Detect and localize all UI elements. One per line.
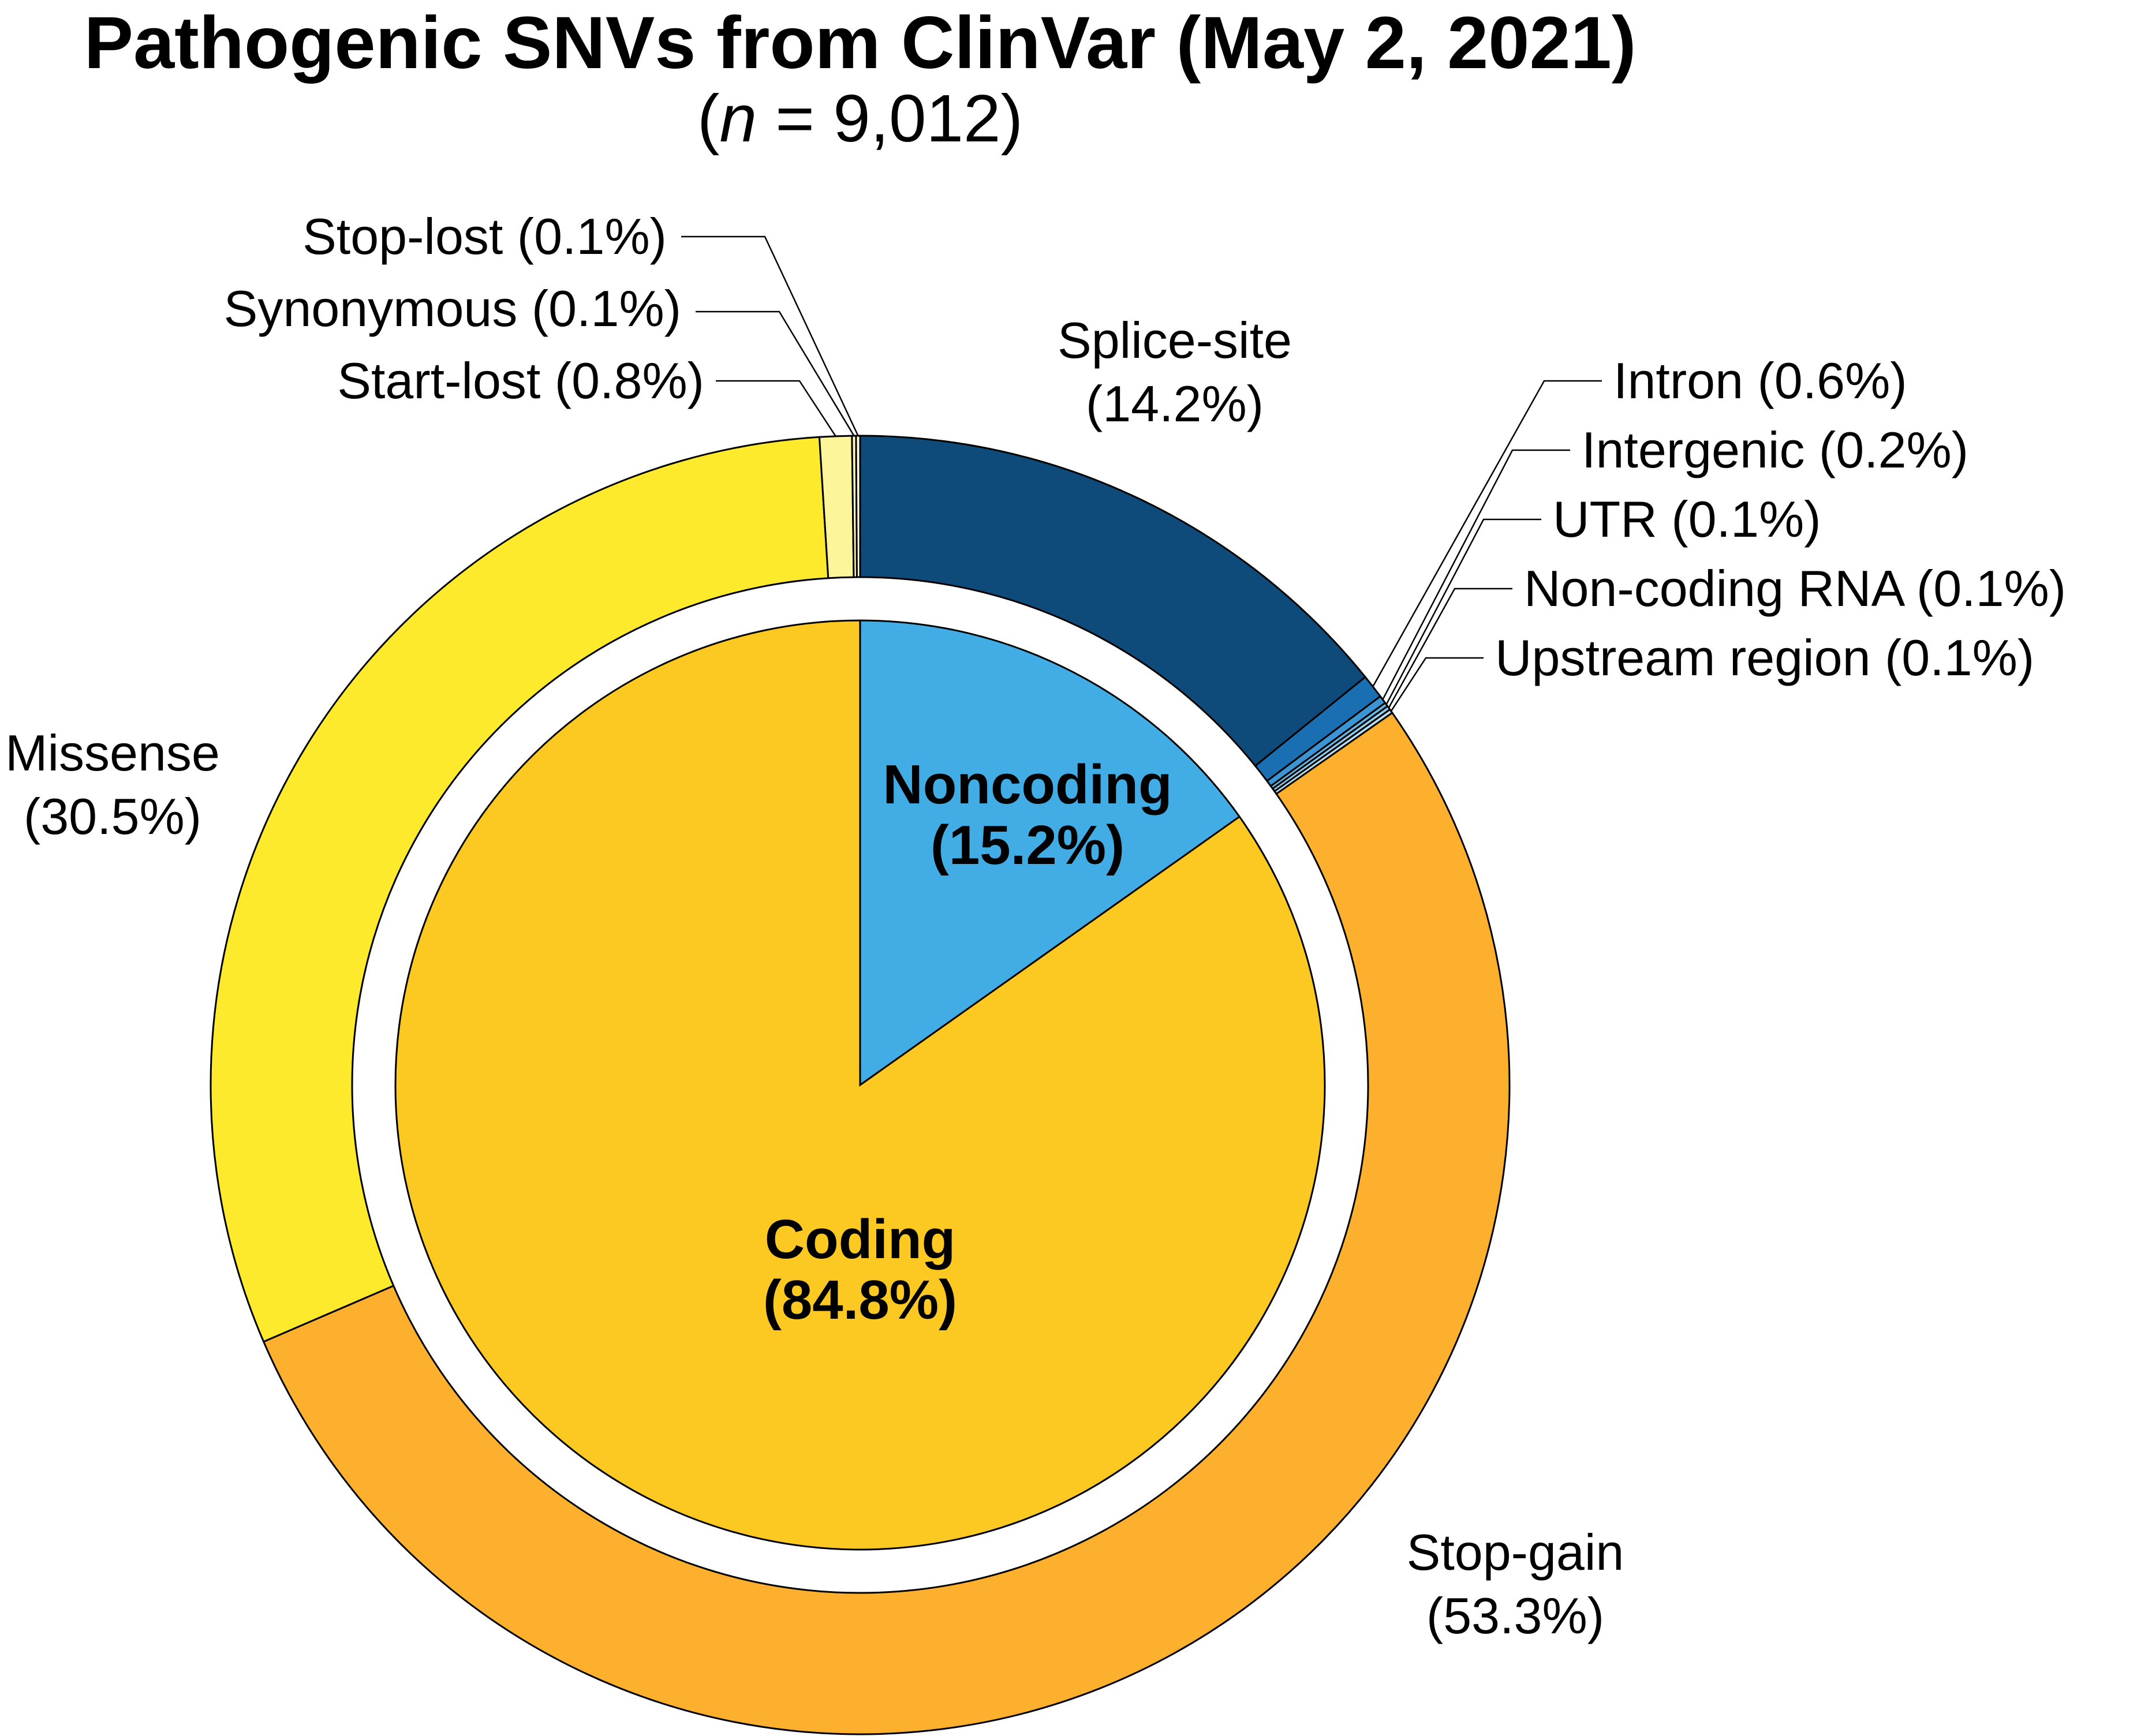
- leader-synonymous: [696, 310, 855, 436]
- label-stop-gain-percent: (53.3%): [1426, 1587, 1604, 1644]
- label-splice-site-percent: (14.2%): [1086, 375, 1264, 432]
- label-missense-name: Missense: [5, 724, 220, 781]
- slice-labels: Noncoding(15.2%) Coding(84.8%) Splice-site…: [5, 208, 2066, 1644]
- label-start-lost: Start-lost (0.8%): [337, 352, 704, 409]
- inner-slice-noncoding: [859, 619, 1241, 1087]
- leader-utr: [1385, 518, 1541, 705]
- inner-slice-coding: [394, 619, 1326, 1551]
- outer-slice-stop-lost: [855, 435, 861, 578]
- leader-intergenic: [1382, 449, 1570, 700]
- subtitle-open: (: [697, 81, 720, 156]
- label-utr: UTR (0.1%): [1553, 491, 1821, 548]
- leader-start-lost: [716, 380, 836, 437]
- leader-lines: [681, 235, 1602, 712]
- inner-pie: [394, 619, 1326, 1551]
- label-stop-gain-name: Stop-gain: [1407, 1524, 1624, 1581]
- label-noncoding-name: Noncoding: [883, 754, 1172, 815]
- subtitle-rest: = 9,012): [757, 81, 1023, 156]
- label-stop-lost: Stop-lost (0.1%): [302, 208, 667, 265]
- label-upstream-region: Upstream region (0.1%): [1495, 629, 2034, 686]
- leader-stop-lost: [681, 235, 859, 436]
- leader-intron: [1372, 380, 1602, 687]
- label-non-coding-rna: Non-coding RNA (0.1%): [1524, 560, 2066, 617]
- outer-slice-stop-gain: [262, 712, 1511, 1735]
- leader-non-coding-rna: [1388, 588, 1512, 709]
- outer-slice-missense: [210, 436, 830, 1343]
- chart-title: Pathogenic SNVs from ClinVar (May 2, 202…: [84, 2, 1637, 84]
- label-intron: Intron (0.6%): [1613, 352, 1907, 409]
- label-splice-site-name: Splice-site: [1058, 312, 1292, 369]
- label-missense-percent: (30.5%): [24, 788, 201, 845]
- leader-upstream-region: [1390, 657, 1484, 712]
- label-intergenic: Intergenic (0.2%): [1582, 421, 1968, 478]
- outer-ring: [210, 435, 1511, 1735]
- label-coding-percent: (84.8%): [763, 1269, 957, 1331]
- label-synonymous: Synonymous (0.1%): [224, 280, 681, 337]
- subtitle-n: n: [720, 81, 757, 156]
- chart-subtitle: (n = 9,012): [697, 81, 1023, 156]
- label-coding-name: Coding: [765, 1209, 956, 1270]
- label-noncoding-percent: (15.2%): [931, 814, 1124, 876]
